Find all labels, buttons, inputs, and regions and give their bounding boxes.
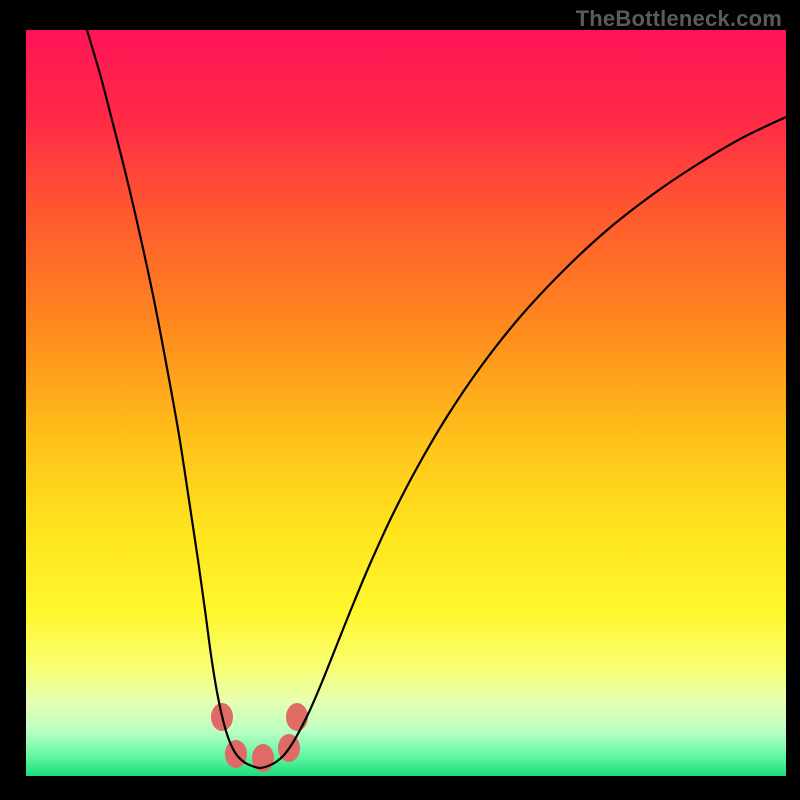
bottleneck-curve-chart <box>0 0 800 800</box>
watermark-text: TheBottleneck.com <box>576 6 782 32</box>
valley-marker <box>286 703 308 731</box>
chart-root: TheBottleneck.com <box>0 0 800 800</box>
plot-background <box>26 30 786 776</box>
